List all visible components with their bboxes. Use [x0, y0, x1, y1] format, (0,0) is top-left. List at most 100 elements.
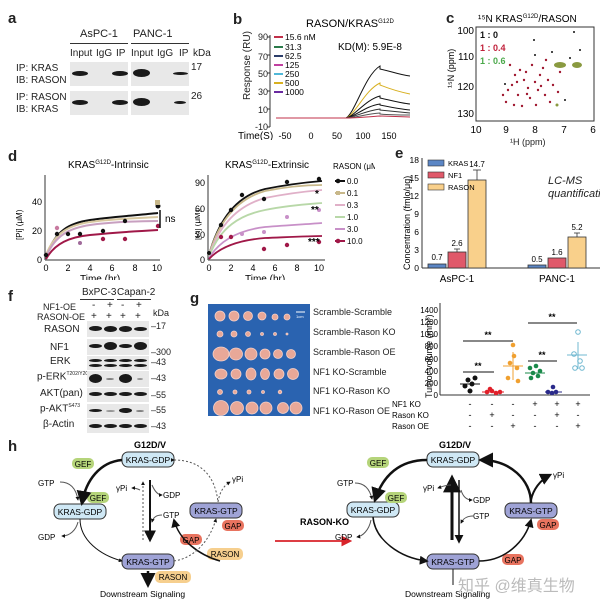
- kda-label: kDa: [193, 48, 211, 59]
- svg-text:Tumor volume (mm³): Tumor volume (mm³): [424, 314, 434, 398]
- svg-text:10: 10: [258, 105, 268, 115]
- svg-text:1200: 1200: [420, 318, 438, 327]
- svg-text:9: 9: [414, 209, 419, 219]
- intrinsic-gtp-hydrolysis-chart: KRASG12D-Intrinsic [Pi] (μM) 0 20 40 ns …: [15, 160, 176, 280]
- svg-text:GEF: GEF: [90, 494, 107, 503]
- svg-text:**: **: [548, 312, 556, 322]
- svg-text:-: -: [469, 410, 472, 420]
- f-cell-line-capan2: Capan-2: [117, 287, 156, 298]
- svg-text:**: **: [484, 330, 492, 340]
- svg-text:RASON: RASON: [159, 573, 188, 582]
- svg-text:-: -: [469, 421, 472, 431]
- svg-text:1.0: 1.0: [347, 213, 359, 222]
- lcms-annotation-1: LC-MS: [548, 175, 583, 187]
- svg-text:GTP: GTP: [163, 511, 179, 520]
- svg-text:GDP: GDP: [38, 533, 55, 542]
- rason-ko-label: RASON-KO: [300, 517, 349, 527]
- svg-text:GDP: GDP: [335, 533, 352, 542]
- panel-e-label: e: [395, 145, 404, 162]
- watermark: 知乎 @维真生物: [458, 578, 575, 595]
- svg-text:0.7: 0.7: [431, 253, 443, 262]
- svg-text:KRAS-GDP: KRAS-GDP: [58, 507, 103, 517]
- svg-text:2.6: 2.6: [451, 239, 463, 248]
- svg-text:γPi: γPi: [116, 484, 127, 493]
- svg-text:0: 0: [308, 131, 313, 140]
- svg-text:GDP: GDP: [473, 496, 490, 505]
- svg-text:0.0: 0.0: [347, 177, 359, 186]
- svg-text:10: 10: [314, 263, 324, 273]
- svg-text:10.0: 10.0: [347, 237, 363, 246]
- f-blot-erk: ERK: [50, 356, 71, 367]
- svg-text:0: 0: [206, 263, 211, 273]
- svg-text:+: +: [489, 410, 494, 420]
- svg-text:100: 100: [355, 131, 370, 140]
- svg-text:+: +: [532, 399, 537, 409]
- svg-text:10: 10: [470, 125, 482, 136]
- svg-text:[Pi] (μM): [Pi] (μM): [195, 209, 202, 240]
- f-kda-label: kDa: [153, 308, 170, 318]
- svg-text:8: 8: [532, 125, 538, 136]
- f-blot-pakt: p-AKTS473: [40, 403, 81, 415]
- svg-text:50: 50: [258, 69, 268, 79]
- svg-text:-: -: [469, 399, 472, 409]
- panel-d-label: d: [8, 148, 18, 165]
- svg-text:KRAS-GTP: KRAS-GTP: [194, 506, 238, 516]
- svg-text:NF1 KO: NF1 KO: [392, 400, 421, 409]
- svg-text:**: **: [538, 350, 546, 360]
- svg-text:31.3: 31.3: [285, 42, 302, 52]
- svg-text:Rason OE: Rason OE: [392, 422, 429, 431]
- svg-text:1000: 1000: [285, 87, 304, 97]
- svg-text:8: 8: [294, 263, 299, 273]
- spr-sensorgram-chart: RASON/KRASG12D KD(M): 5.9E-8 Response (R…: [238, 18, 410, 140]
- scale-bar-label: 1cm: [296, 314, 304, 319]
- f-kda-17: 17: [156, 321, 167, 331]
- f-nf1-3: -: [121, 300, 125, 311]
- svg-text:-: -: [491, 399, 494, 409]
- f-blot-actin: β-Actin: [43, 419, 75, 430]
- svg-text:400: 400: [425, 367, 439, 376]
- svg-text:AsPC-1: AsPC-1: [440, 274, 475, 285]
- ib-kras-label: IB: KRAS: [16, 104, 59, 115]
- svg-text:+: +: [510, 421, 515, 431]
- f-rason-4: +: [135, 311, 141, 322]
- f-blot-akt: AKT(pan): [40, 388, 83, 399]
- panel-h-label: h: [8, 438, 18, 455]
- f-kda-300: 300: [156, 347, 172, 357]
- svg-text:KRASG12D-Intrinsic: KRASG12D-Intrinsic: [68, 160, 149, 171]
- f-row-nf1oe: NF1-OE: [43, 302, 77, 312]
- svg-text:-: -: [534, 421, 537, 431]
- svg-text:1 : 0.6: 1 : 0.6: [480, 56, 506, 66]
- svg-text:Time (hr): Time (hr): [245, 274, 285, 280]
- svg-text:9: 9: [503, 125, 509, 136]
- svg-text:6: 6: [109, 263, 114, 273]
- svg-text:GEF: GEF: [75, 460, 92, 469]
- svg-text:0.5: 0.5: [531, 255, 543, 264]
- f-rason-3: +: [120, 311, 126, 322]
- group-label-1: Scramble-Scramble: [313, 307, 393, 317]
- tumor-photo: 1cm: [208, 304, 310, 416]
- svg-text:γPi: γPi: [423, 484, 434, 493]
- svg-text:-: -: [491, 421, 494, 431]
- svg-text:1400: 1400: [420, 306, 438, 315]
- svg-text:6: 6: [590, 125, 596, 136]
- svg-text:GAP: GAP: [225, 522, 242, 531]
- svg-text:1 : 0.4: 1 : 0.4: [480, 43, 506, 53]
- svg-text:Response (RU): Response (RU): [242, 31, 253, 100]
- svg-text:3: 3: [414, 245, 419, 255]
- svg-text:1 : 0: 1 : 0: [480, 30, 498, 40]
- svg-text:90: 90: [258, 32, 268, 42]
- cell-line-aspc1: AsPC-1: [80, 28, 118, 40]
- svg-text:-: -: [512, 399, 515, 409]
- kda-17: 17: [191, 62, 203, 73]
- svg-text:Downstream Signaling: Downstream Signaling: [100, 589, 185, 599]
- svg-text:Concentration (fmlo/μg): Concentration (fmlo/μg): [402, 176, 412, 270]
- f-rason-2: +: [106, 311, 112, 322]
- svg-text:GTP: GTP: [38, 479, 54, 488]
- svg-text:0.3: 0.3: [347, 201, 359, 210]
- f-nf1-1: -: [92, 300, 96, 311]
- ib-rason-label: IB: RASON: [16, 75, 67, 86]
- svg-text:7: 7: [561, 125, 567, 136]
- f-cell-line-bxpc3: BxPC-3: [82, 287, 117, 298]
- svg-text:-10: -10: [255, 122, 268, 132]
- svg-text:6: 6: [272, 263, 277, 273]
